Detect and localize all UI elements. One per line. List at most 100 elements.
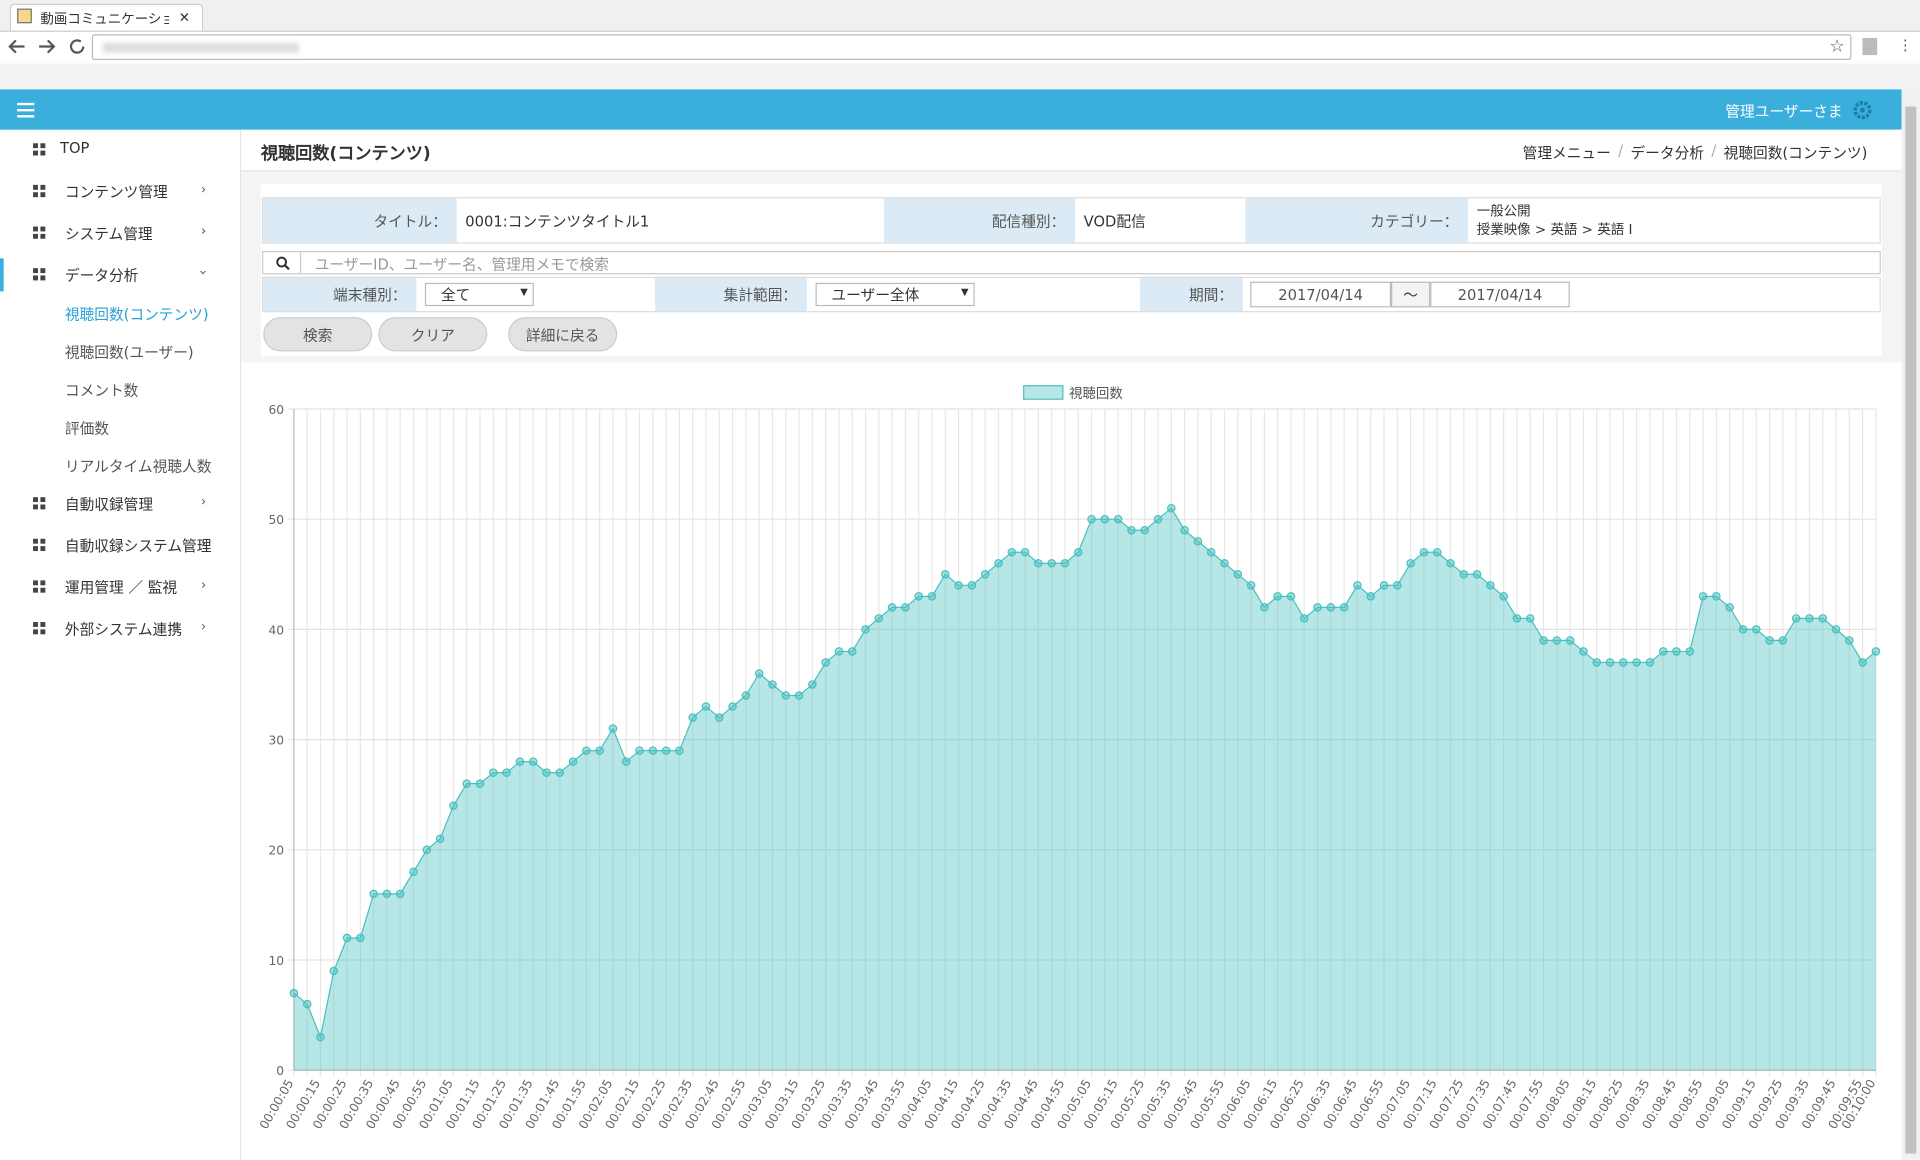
form-panel: タイトル： 0001:コンテンツタイトル1 配信種別： VOD配信 カテゴリー：… [260, 183, 1883, 357]
menu-item[interactable]: システム管理 [64, 225, 153, 243]
point [1592, 658, 1602, 667]
select[interactable]: 全て ▼ [424, 282, 534, 307]
point [1273, 592, 1282, 601]
point [781, 691, 791, 700]
legend-label: 視聴回数 [1069, 386, 1123, 402]
legend-swatch [1023, 385, 1064, 400]
point [1060, 558, 1070, 568]
point [608, 724, 618, 733]
point [675, 746, 684, 755]
crumb[interactable]: 管理メニュー [1522, 144, 1611, 162]
point [1419, 547, 1429, 557]
point [661, 746, 671, 755]
submenu-item[interactable]: コメント数 [64, 382, 139, 400]
submenu-item[interactable]: 評価数 [64, 420, 109, 438]
label: タイトル： [263, 198, 457, 243]
user-name[interactable]: 管理ユーザーさま [1725, 102, 1843, 121]
tab-bar [0, 0, 1920, 31]
point [1486, 581, 1495, 590]
tab[interactable]: 動画コミュニケーションサーバー ✕ [9, 3, 204, 31]
menu-icon [33, 538, 46, 552]
point [1525, 614, 1535, 623]
crumb: 視聴回数(コンテンツ) [1723, 144, 1868, 162]
point [289, 988, 299, 998]
point [728, 702, 737, 711]
submenu-item[interactable]: 視聴回数(ユーザー) [64, 344, 194, 362]
point [1698, 592, 1708, 601]
point [1858, 658, 1867, 667]
point [1260, 603, 1269, 612]
point [1765, 636, 1774, 645]
page-title: 視聴回数(コンテンツ) [260, 144, 431, 165]
category: 一般公開 授業映像 > 英語 > 英語 I [1477, 202, 1633, 239]
menu-icon [33, 580, 46, 593]
ext-icon[interactable] [1862, 37, 1878, 56]
point [449, 801, 458, 811]
point [435, 834, 445, 844]
title-bar: 視聴回数(コンテンツ) 管理メニュー / データ分析 / 視聴回数(コンテンツ) [241, 129, 1902, 172]
y-tick-label: 20 [269, 844, 285, 858]
point [1871, 647, 1881, 656]
button[interactable]: 詳細に戻る [508, 317, 618, 352]
hamburger[interactable] [16, 102, 36, 119]
gear[interactable] [1853, 100, 1873, 120]
point [1379, 581, 1389, 590]
point [1539, 636, 1548, 645]
point [1778, 636, 1788, 645]
point [1246, 581, 1256, 590]
header: 管理ユーザーさま [0, 89, 1902, 130]
tab-title: 動画コミュニケーションサーバー [40, 10, 169, 27]
submenu-item[interactable]: リアルタイム視聴人数 [64, 457, 212, 476]
menu-item[interactable]: 自動収録管理 [64, 495, 154, 514]
star[interactable]: ☆ [1829, 36, 1845, 57]
point [489, 768, 498, 777]
value: 一般公開 [1476, 203, 1531, 220]
menu-item[interactable]: 運用管理 ／ 監視 [64, 579, 178, 597]
search-box[interactable]: ユーザーID、ユーザー名、管理用メモで検索 [262, 251, 1881, 275]
point [1313, 603, 1322, 612]
y-tick-label: 30 [269, 733, 285, 747]
nav-buttons[interactable] [0, 31, 98, 64]
menu-icon [33, 497, 46, 510]
select-value: 全て [440, 286, 471, 304]
menu-item[interactable]: コンテンツ管理 [64, 183, 168, 201]
label: 期間： [1140, 277, 1243, 312]
menu-icon [33, 268, 46, 281]
button[interactable]: 検索 [263, 317, 373, 352]
menu-item[interactable]: 外部システム連携 [64, 620, 183, 638]
point [808, 680, 817, 689]
select-value: ユーザー全体 [831, 286, 920, 304]
scrollbar[interactable] [1901, 89, 1920, 1160]
point [1685, 647, 1695, 656]
point [914, 592, 924, 601]
date-input[interactable]: 2017/04/14 [1430, 281, 1570, 308]
menu-item[interactable]: データ分析 [64, 266, 139, 285]
point [1339, 603, 1349, 612]
point [302, 999, 312, 1009]
point [874, 614, 884, 623]
point [1233, 570, 1243, 579]
point [821, 658, 830, 667]
point [1326, 603, 1336, 612]
point [356, 933, 365, 943]
crumb[interactable]: データ分析 [1630, 144, 1704, 162]
point [1552, 636, 1562, 645]
tab-close[interactable]: ✕ [178, 9, 191, 26]
address-bar[interactable] [91, 34, 1852, 61]
date-input[interactable]: 2017/04/14 [1250, 281, 1392, 308]
area [293, 508, 1876, 1071]
point [515, 757, 525, 766]
menu[interactable]: ⋮ [1897, 36, 1913, 54]
point [1751, 625, 1761, 634]
point [1100, 514, 1110, 524]
submenu-item[interactable]: 視聴回数(コンテンツ) [64, 306, 209, 324]
point [741, 691, 751, 700]
select[interactable]: ユーザー全体 ▼ [815, 282, 975, 307]
point [980, 570, 990, 579]
point [701, 702, 711, 711]
menu-item[interactable]: TOP [60, 139, 90, 157]
button[interactable]: クリア [378, 317, 488, 352]
menu-item[interactable]: 自動収録システム管理 [64, 537, 212, 555]
point [542, 768, 551, 777]
label: 配信種別： [884, 198, 1076, 243]
